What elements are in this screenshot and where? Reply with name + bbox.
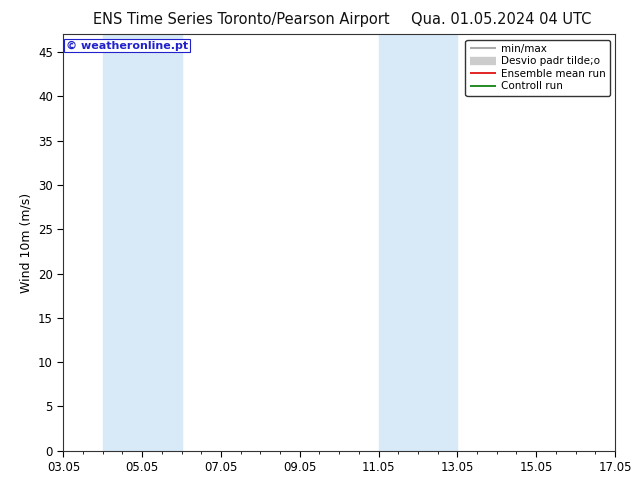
Bar: [378, 34, 457, 451]
Text: Qua. 01.05.2024 04 UTC: Qua. 01.05.2024 04 UTC: [411, 12, 591, 27]
Bar: [103, 34, 181, 451]
Text: ENS Time Series Toronto/Pearson Airport: ENS Time Series Toronto/Pearson Airport: [93, 12, 389, 27]
Y-axis label: Wind 10m (m/s): Wind 10m (m/s): [20, 193, 32, 293]
Legend: min/max, Desvio padr tilde;o, Ensemble mean run, Controll run: min/max, Desvio padr tilde;o, Ensemble m…: [465, 40, 610, 96]
Text: © weatheronline.pt: © weatheronline.pt: [66, 41, 188, 50]
